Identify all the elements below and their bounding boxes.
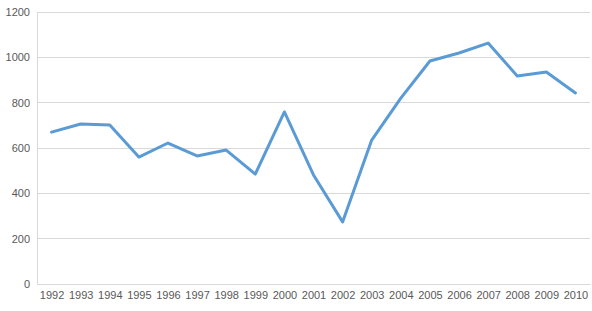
x-axis-line bbox=[38, 284, 591, 285]
x-tick-label: 2007 bbox=[476, 289, 500, 301]
y-tick-label: 800 bbox=[12, 97, 30, 109]
y-tick: 600 bbox=[12, 142, 37, 154]
x-tick-label: 2001 bbox=[302, 289, 326, 301]
x-tick-label: 2000 bbox=[273, 289, 297, 301]
x-axis: 1992 1993 1994 1995 1996 1997 1998 1999 2000 2001… bbox=[38, 284, 591, 301]
x-tick: 2005 bbox=[418, 284, 442, 301]
grid-line bbox=[37, 12, 590, 13]
grid-line bbox=[37, 284, 590, 285]
x-tick-label: 2009 bbox=[535, 289, 559, 301]
x-tick-label: 2002 bbox=[331, 289, 355, 301]
x-tick: 1999 bbox=[244, 284, 268, 301]
x-tick-label: 1994 bbox=[98, 289, 122, 301]
y-tick-label: 1000 bbox=[6, 51, 30, 63]
x-tick: 2007 bbox=[476, 284, 500, 301]
x-tick: 1992 bbox=[40, 284, 64, 301]
grid-line bbox=[37, 193, 590, 194]
x-tick-label: 2006 bbox=[447, 289, 471, 301]
x-tick: 1994 bbox=[98, 284, 122, 301]
plot: 0200400600800100012001992199319941995199… bbox=[6, 6, 591, 301]
grid-line bbox=[37, 102, 590, 103]
y-tick-label: 1200 bbox=[6, 6, 30, 18]
x-tick: 2006 bbox=[447, 284, 471, 301]
grid-line bbox=[37, 238, 590, 239]
x-tick: 2004 bbox=[389, 284, 413, 301]
x-tick-label: 1999 bbox=[244, 289, 268, 301]
x-tick: 1995 bbox=[127, 284, 151, 301]
x-tick: 1997 bbox=[185, 284, 209, 301]
x-tick: 2001 bbox=[302, 284, 326, 301]
y-tick: 0 bbox=[24, 278, 37, 290]
y-axis: 0 200 400 600 800 1000 1200 bbox=[6, 6, 38, 290]
x-tick-label: 2010 bbox=[564, 289, 588, 301]
chart: 0200400600800100012001992199319941995199… bbox=[0, 0, 592, 311]
x-tick: 2003 bbox=[360, 284, 384, 301]
y-axis-line bbox=[37, 13, 38, 285]
y-tick: 800 bbox=[12, 97, 37, 109]
x-tick-label: 2005 bbox=[418, 289, 442, 301]
x-tick-label: 2004 bbox=[389, 289, 413, 301]
line bbox=[52, 43, 576, 222]
x-tick-label: 1996 bbox=[156, 289, 180, 301]
x-tick: 2008 bbox=[505, 284, 529, 301]
x-tick-label: 2003 bbox=[360, 289, 384, 301]
y-tick-label: 0 bbox=[24, 278, 30, 290]
x-tick: 1996 bbox=[156, 284, 180, 301]
x-tick: 2009 bbox=[535, 284, 559, 301]
x-tick-label: 1993 bbox=[69, 289, 93, 301]
y-tick: 400 bbox=[12, 187, 37, 199]
grid-line bbox=[37, 57, 590, 58]
x-tick-label: 2008 bbox=[505, 289, 529, 301]
x-tick: 2002 bbox=[331, 284, 355, 301]
x-tick: 2010 bbox=[564, 284, 588, 301]
x-tick-label: 1995 bbox=[127, 289, 151, 301]
y-tick: 200 bbox=[12, 233, 37, 245]
x-tick-label: 1998 bbox=[214, 289, 238, 301]
y-tick-label: 200 bbox=[12, 233, 30, 245]
grid bbox=[37, 12, 590, 284]
x-tick: 2000 bbox=[273, 284, 297, 301]
series bbox=[52, 43, 576, 222]
grid-line bbox=[37, 148, 590, 149]
y-tick-label: 600 bbox=[12, 142, 30, 154]
x-tick: 1993 bbox=[69, 284, 93, 301]
x-tick-label: 1992 bbox=[40, 289, 64, 301]
y-tick: 1200 bbox=[6, 6, 37, 18]
x-tick-label: 1997 bbox=[185, 289, 209, 301]
x-tick: 1998 bbox=[214, 284, 238, 301]
y-tick: 1000 bbox=[6, 51, 37, 63]
y-tick-label: 400 bbox=[12, 187, 30, 199]
